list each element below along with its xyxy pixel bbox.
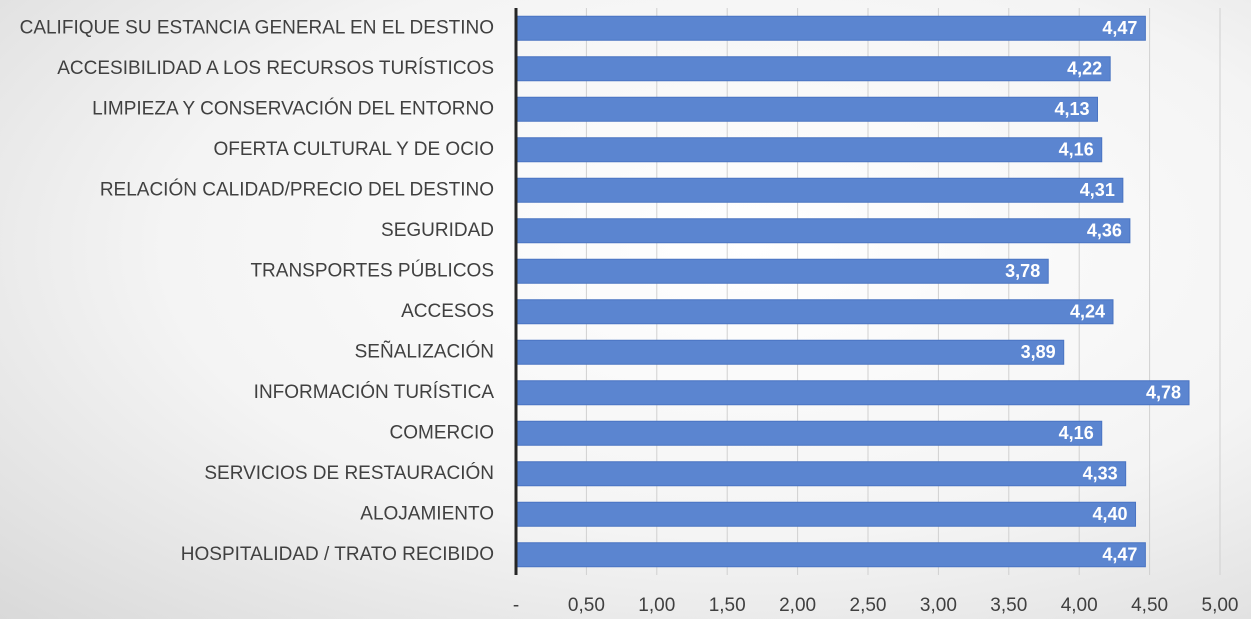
- bar: [515, 137, 1103, 163]
- value-label: 4,47: [1102, 18, 1137, 38]
- bar: [515, 177, 1124, 203]
- bar: [515, 542, 1146, 568]
- y-tick-label: SEÑALIZACIÓN: [355, 340, 494, 362]
- y-tick-label: OFERTA CULTURAL Y DE OCIO: [214, 139, 495, 160]
- y-tick-label: CALIFIQUE SU ESTANCIA GENERAL EN EL DEST…: [20, 17, 494, 38]
- bar: [515, 56, 1111, 82]
- value-label: 4,24: [1070, 302, 1105, 322]
- bar: [515, 15, 1146, 41]
- bar: [515, 380, 1190, 406]
- bar: [515, 461, 1127, 487]
- value-label: 3,78: [1005, 261, 1040, 281]
- bar: [515, 218, 1131, 244]
- x-tick-label: 0,50: [568, 595, 605, 616]
- y-tick-label: ACCESIBILIDAD A LOS RECURSOS TURÍSTICOS: [57, 58, 494, 79]
- y-tick-label: ACCESOS: [401, 301, 494, 322]
- y-tick-label: INFORMACIÓN TURÍSTICA: [254, 381, 495, 403]
- x-tick-label: 2,00: [779, 595, 816, 616]
- value-label: 4,36: [1087, 221, 1122, 241]
- y-tick-label: SERVICIOS DE RESTAURACIÓN: [204, 462, 494, 484]
- value-label: 4,22: [1067, 59, 1102, 79]
- x-tick-label: 3,50: [990, 595, 1027, 616]
- bar: [515, 420, 1103, 446]
- y-tick-label: SEGURIDAD: [381, 220, 494, 241]
- x-tick-label: 1,50: [709, 595, 746, 616]
- bar: [515, 299, 1114, 325]
- bar: [515, 501, 1137, 527]
- y-tick-label: RELACIÓN CALIDAD/PRECIO DEL DESTINO: [100, 178, 494, 200]
- value-label: 3,89: [1021, 342, 1056, 362]
- y-tick-label: HOSPITALIDAD / TRATO RECIBIDO: [181, 544, 494, 565]
- value-label: 4,16: [1059, 423, 1094, 443]
- x-tick-label: 5,00: [1202, 595, 1239, 616]
- x-tick-label: 3,00: [920, 595, 957, 616]
- y-tick-label: TRANSPORTES PÚBLICOS: [250, 259, 494, 281]
- x-tick-label: -: [513, 595, 519, 616]
- bar: [515, 258, 1049, 284]
- x-tick-label: 1,00: [638, 595, 675, 616]
- y-tick-label: LIMPIEZA Y CONSERVACIÓN DEL ENTORNO: [92, 97, 494, 119]
- x-tick-label: 4,00: [1061, 595, 1098, 616]
- y-tick-label: ALOJAMIENTO: [360, 503, 494, 524]
- bar: [515, 96, 1099, 122]
- x-tick-label: 2,50: [850, 595, 887, 616]
- value-label: 4,13: [1054, 99, 1089, 119]
- bar: [515, 339, 1065, 365]
- value-label: 4,78: [1146, 383, 1181, 403]
- value-label: 4,40: [1092, 504, 1127, 524]
- value-label: 4,16: [1059, 140, 1094, 160]
- x-tick-label: 4,50: [1131, 595, 1168, 616]
- value-label: 4,47: [1102, 545, 1137, 565]
- value-label: 4,33: [1083, 464, 1118, 484]
- y-tick-label: COMERCIO: [390, 422, 495, 443]
- value-label: 4,31: [1080, 180, 1115, 200]
